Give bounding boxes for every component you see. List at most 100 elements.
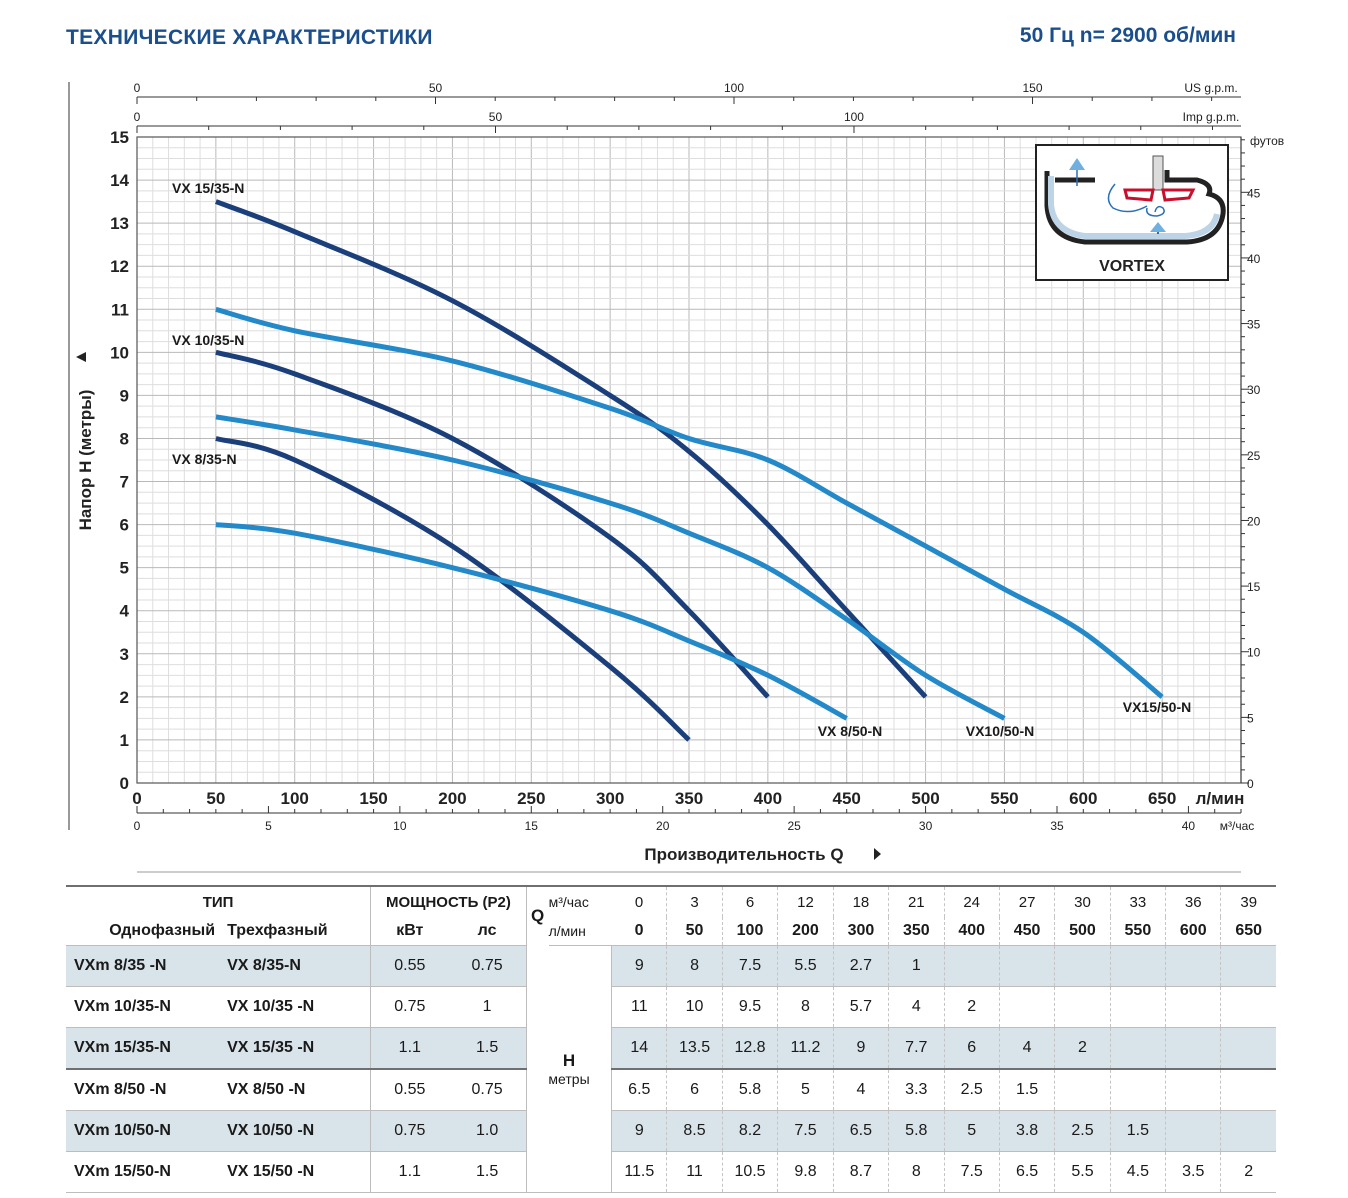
m3h-value: 12 xyxy=(777,885,834,917)
curve-label: VX 8/35-N xyxy=(172,451,237,467)
head-value xyxy=(1165,1068,1222,1111)
page-title: ТЕХНИЧЕСКИЕ ХАРАКТЕРИСТИКИ xyxy=(66,26,433,49)
head-value: 5.7 xyxy=(833,986,890,1028)
head-value xyxy=(1220,945,1276,987)
table-row: VXm 10/35-N VX 10/35 -N 0.75 1 11 10 9.5 8 5.7 4 2 xyxy=(66,986,1276,1028)
head-value: 5 xyxy=(944,1110,1000,1152)
table-row: VXm 10/50-N VX 10/50 -N 0.75 1.0 9 8.5 8.2 7.5 6… xyxy=(66,1110,1276,1152)
head-value: 6 xyxy=(666,1068,723,1111)
m3h-axis-unit-label: м³/час xyxy=(1220,819,1255,833)
vortex-impeller-icon xyxy=(1044,155,1226,245)
x-tick-label: 0 xyxy=(132,789,141,808)
head-value: 2 xyxy=(1220,1151,1276,1193)
m3h-value: 24 xyxy=(944,885,1000,917)
head-value: 13.5 xyxy=(666,1027,723,1070)
curve-vx15-50-n xyxy=(215,306,1164,699)
y-axis-arrow-icon xyxy=(76,352,86,362)
lmin-value: 600 xyxy=(1165,917,1222,946)
head-value: 5.8 xyxy=(888,1110,945,1152)
x-tick-label: 100 xyxy=(281,789,309,808)
m3h-axis-tick-label: 40 xyxy=(1182,819,1196,833)
curve-vx10-50-n xyxy=(215,414,1006,721)
x-tick-label: 550 xyxy=(990,789,1018,808)
chart-curves xyxy=(215,199,1164,742)
m3h-value: 39 xyxy=(1220,885,1276,917)
three-phase-header: Трехфазный xyxy=(219,917,371,946)
us-gpm-axis-tick-label: 0 xyxy=(134,81,141,95)
head-value: 14 xyxy=(611,1027,668,1070)
head-value xyxy=(1165,945,1222,987)
y-tick-label: 13 xyxy=(110,214,129,233)
power-kw: 0.75 xyxy=(370,1110,449,1152)
power-hp: 1 xyxy=(448,986,527,1028)
x-tick-label: 50 xyxy=(206,789,225,808)
model-single-phase: VXm 15/35-N xyxy=(66,1027,220,1070)
table-row: VXm 15/50-N VX 15/50 -N 1.1 1.5 11.5 11 10.5 9.… xyxy=(66,1151,1276,1193)
model-single-phase: VXm 8/35 -N xyxy=(66,945,220,987)
power-header: МОЩНОСТЬ (P2) xyxy=(370,885,527,917)
head-value: 9.5 xyxy=(722,986,779,1028)
head-value: 3.3 xyxy=(888,1068,945,1111)
feet-tick-label: 15 xyxy=(1247,580,1261,594)
head-value: 2.5 xyxy=(1054,1110,1111,1152)
power-hp: 0.75 xyxy=(448,1068,527,1111)
m3h-axis-tick-label: 5 xyxy=(265,819,272,833)
spec-table: ТИП МОЩНОСТЬ (P2) Q м³/час 0 3 6 12 18 21 24 27… xyxy=(66,885,1276,1193)
power-hp: 1.5 xyxy=(448,1027,527,1070)
head-value xyxy=(1054,1068,1111,1111)
model-single-phase: VXm 15/50-N xyxy=(66,1151,220,1193)
model-three-phase: VX 15/35 -N xyxy=(219,1027,371,1070)
head-value xyxy=(1165,1027,1222,1070)
m3h-axis-tick-label: 15 xyxy=(525,819,539,833)
head-value: 12.8 xyxy=(722,1027,779,1070)
m3h-axis-tick-label: 30 xyxy=(919,819,933,833)
table-row: VXm 15/35-N VX 15/35 -N 1.1 1.5 14 13.5 12.8 11… xyxy=(66,1027,1276,1070)
model-single-phase: VXm 8/50 -N xyxy=(66,1068,220,1111)
head-value: 8.7 xyxy=(833,1151,890,1193)
lmin-value: 0 xyxy=(611,917,668,946)
m3h-value: 27 xyxy=(999,885,1056,917)
head-value: 11.5 xyxy=(611,1151,668,1193)
feet-tick-label: 0 xyxy=(1247,777,1254,791)
head-value: 6 xyxy=(944,1027,1000,1070)
curve-label: VX 8/50-N xyxy=(818,723,883,739)
head-value: 4 xyxy=(888,986,945,1028)
power-hp: 0.75 xyxy=(448,945,527,987)
y-tick-label: 4 xyxy=(120,602,130,621)
head-value xyxy=(1110,945,1167,987)
head-value: 9 xyxy=(833,1027,890,1070)
head-value: 10.5 xyxy=(722,1151,779,1193)
feet-unit-label: футов xyxy=(1250,134,1284,148)
x-tick-label: 150 xyxy=(359,789,387,808)
hp-header: лс xyxy=(448,917,527,946)
y-tick-label: 7 xyxy=(120,473,129,492)
head-value: 9 xyxy=(611,945,668,987)
m3h-value: 18 xyxy=(833,885,890,917)
head-value: 10 xyxy=(666,986,723,1028)
head-value: 5.5 xyxy=(777,945,834,987)
us-gpm-axis-tick-label: 100 xyxy=(724,81,744,95)
power-kw: 0.55 xyxy=(370,1068,449,1111)
x-tick-label: 400 xyxy=(754,789,782,808)
m3h-value: 21 xyxy=(888,885,945,917)
head-value: 5.8 xyxy=(722,1068,779,1111)
us-gpm-axis-tick-label: 50 xyxy=(429,81,443,95)
head-value xyxy=(1220,1110,1276,1152)
head-value: 4 xyxy=(999,1027,1056,1070)
vortex-label: VORTEX xyxy=(1099,258,1165,275)
h-unit: метры xyxy=(548,1071,590,1087)
curve-vx-8-50-n xyxy=(215,522,848,721)
x-tick-label: 450 xyxy=(833,789,861,808)
feet-tick-label: 40 xyxy=(1247,252,1261,266)
m3h-value: 6 xyxy=(722,885,779,917)
head-value: 1.5 xyxy=(1110,1110,1167,1152)
power-kw: 1.1 xyxy=(370,1151,449,1193)
x-unit-label: л/мин xyxy=(1196,789,1245,808)
lmin-value: 450 xyxy=(999,917,1056,946)
x-tick-label: 600 xyxy=(1069,789,1097,808)
power-kw: 0.75 xyxy=(370,986,449,1028)
lmin-value: 500 xyxy=(1054,917,1111,946)
imp-gpm-axis-tick-label: 0 xyxy=(134,110,141,124)
head-value: 3.8 xyxy=(999,1110,1056,1152)
